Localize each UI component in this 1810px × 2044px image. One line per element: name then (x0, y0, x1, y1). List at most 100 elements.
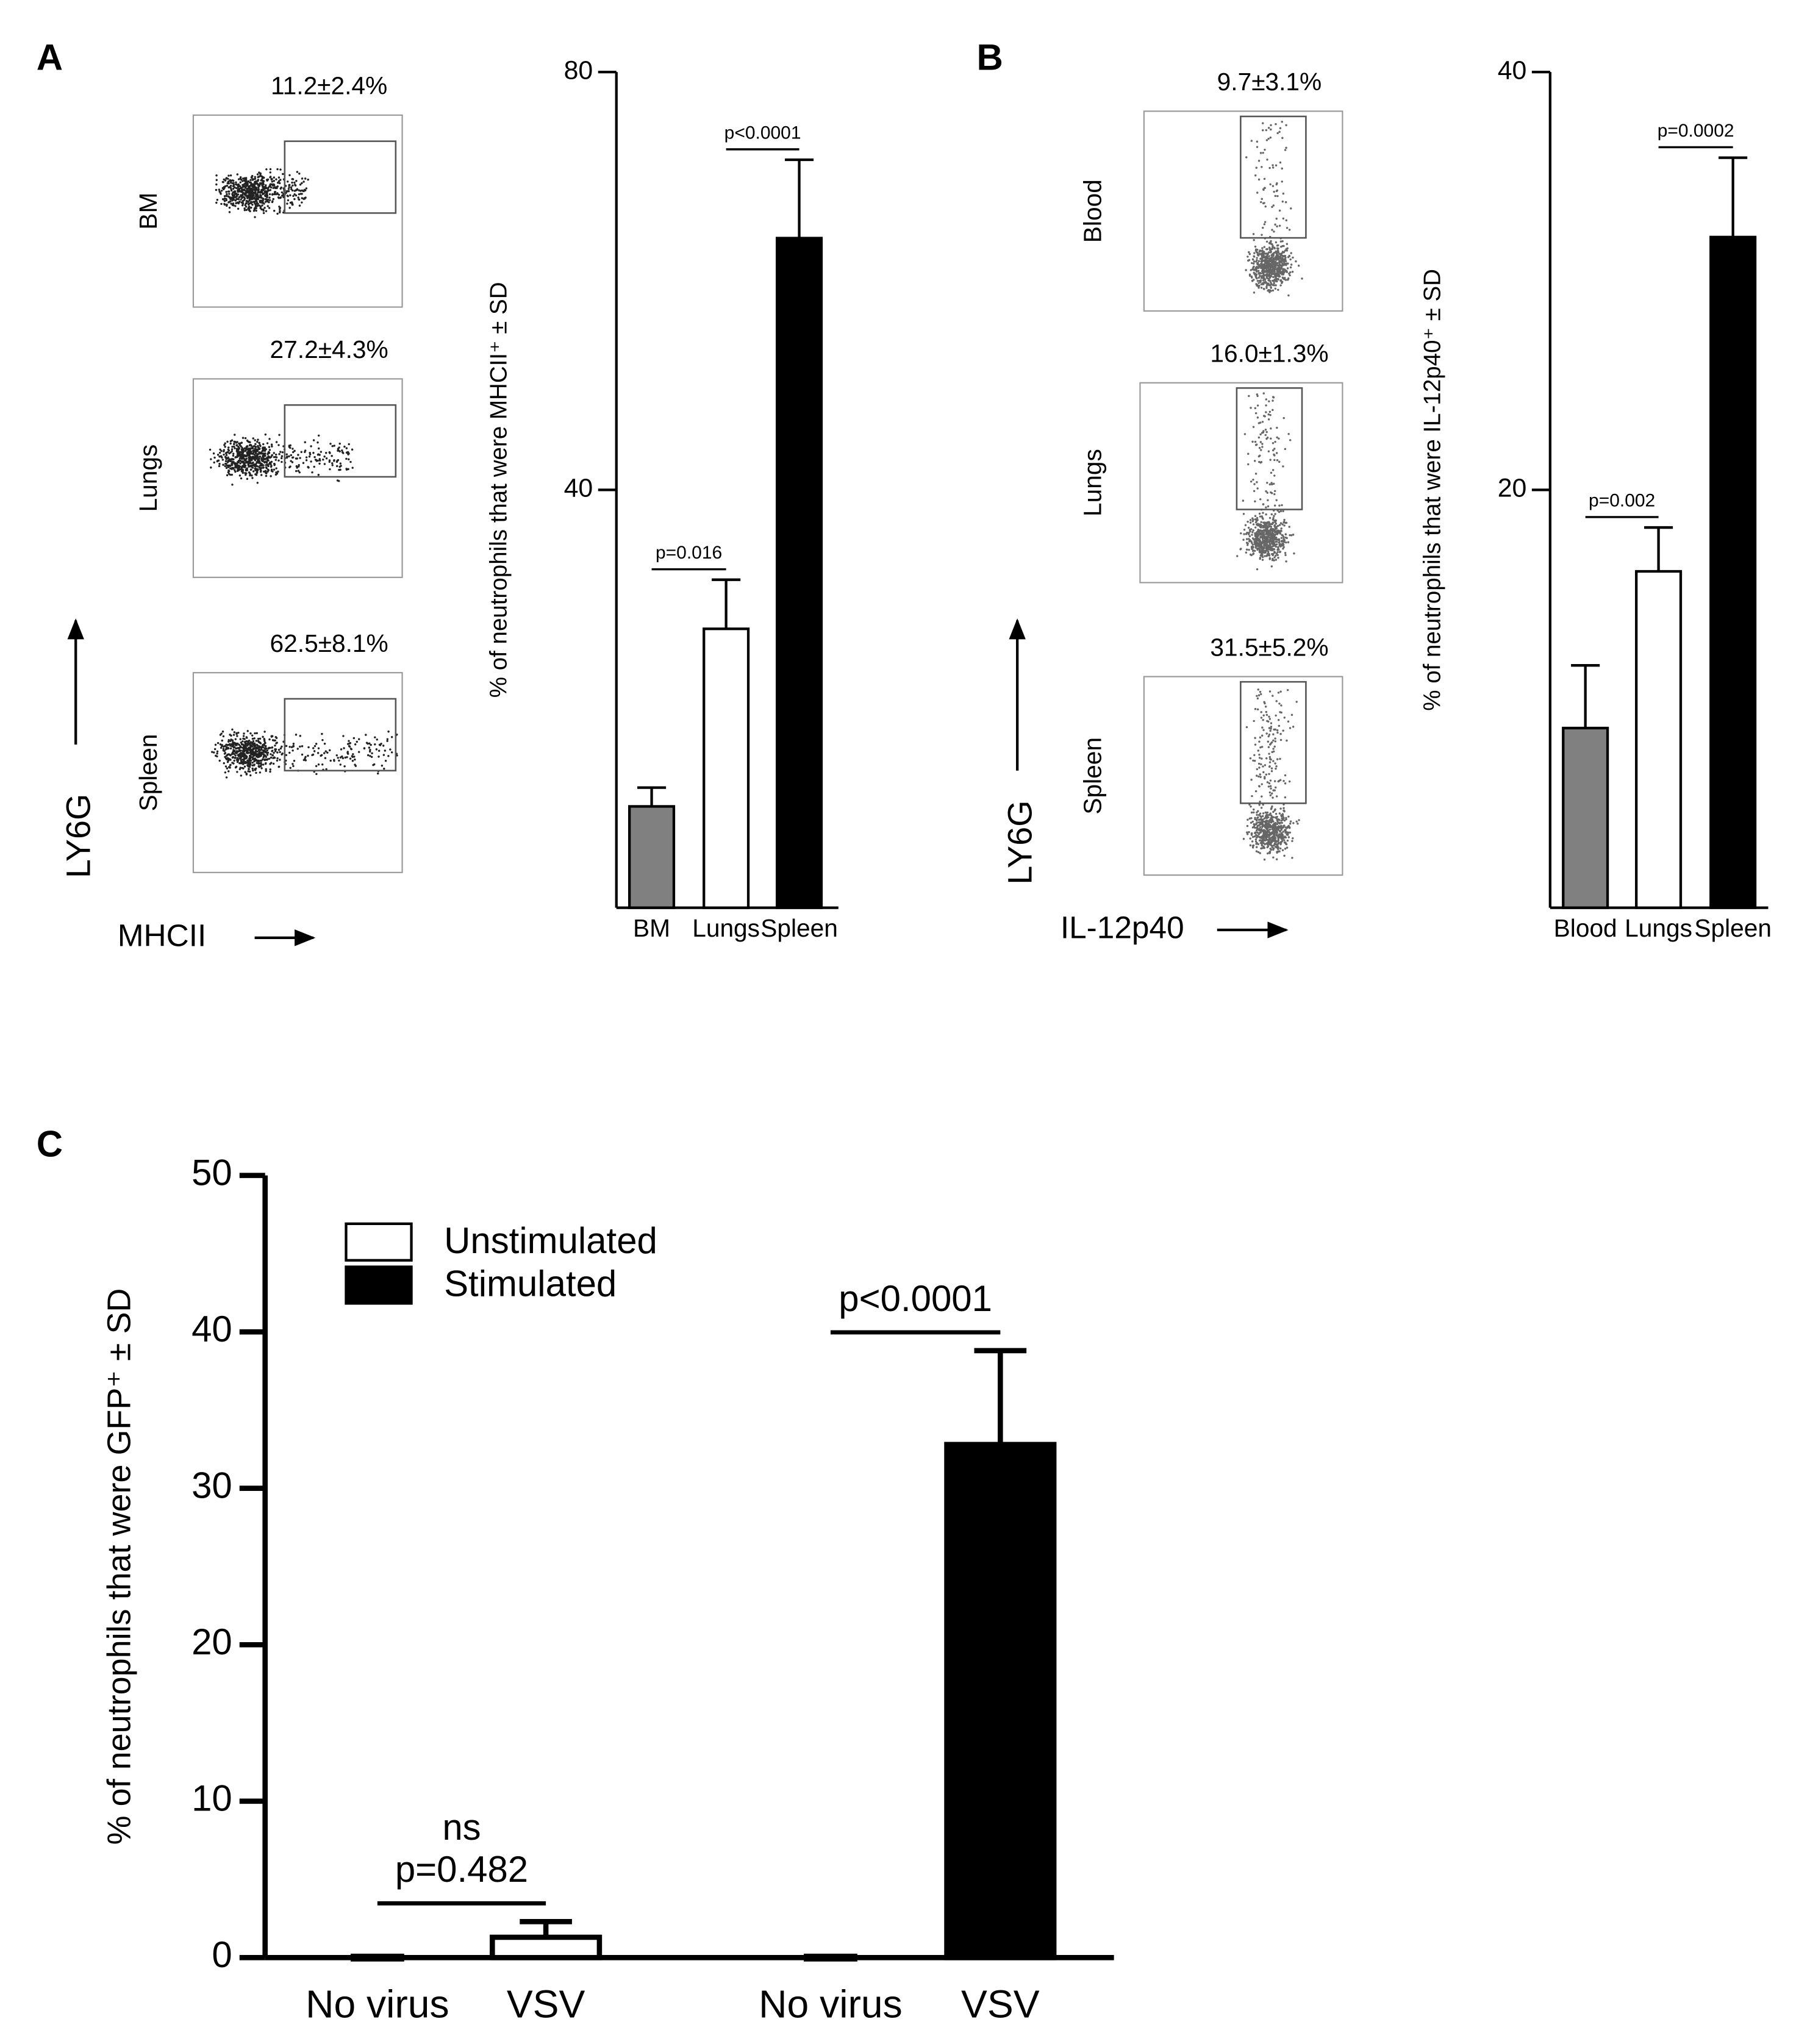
event-dot (262, 749, 265, 752)
event-dot (1268, 284, 1270, 287)
event-dot (240, 743, 243, 746)
event-dot (1270, 513, 1273, 516)
event-dot (1270, 727, 1272, 730)
event-dot (231, 463, 233, 465)
event-dot (1270, 787, 1272, 790)
event-dot (1289, 831, 1292, 834)
event-dot (248, 762, 250, 765)
event-dot (268, 199, 271, 201)
event-dot (301, 201, 303, 204)
event-dot (1259, 821, 1261, 824)
event-dot (1259, 746, 1262, 749)
event-dot (229, 764, 232, 766)
event-dot (1291, 857, 1293, 859)
event-dot (287, 180, 289, 183)
event-dot (244, 472, 246, 474)
event-dot (268, 449, 271, 451)
event-dot (253, 737, 256, 740)
event-dot (1272, 449, 1275, 452)
event-dot (229, 179, 232, 182)
event-dot (1266, 720, 1268, 723)
event-dot (1254, 838, 1257, 841)
event-dot (232, 749, 235, 751)
gate (284, 698, 397, 772)
event-dot (269, 168, 272, 171)
event-dot (230, 189, 233, 192)
event-dot (1276, 268, 1279, 271)
event-dot (223, 199, 226, 202)
event-dot (1275, 700, 1278, 702)
event-dot (1270, 848, 1273, 851)
event-dot (370, 743, 372, 746)
event-dot (215, 183, 218, 186)
event-dot (1280, 530, 1282, 532)
event-dot (264, 470, 267, 473)
event-dot (1269, 136, 1272, 139)
event-dot (1278, 724, 1281, 727)
event-dot (276, 168, 279, 171)
event-dot (249, 210, 251, 213)
event-dot (352, 737, 356, 740)
event-dot (263, 750, 266, 752)
event-dot (310, 445, 312, 448)
event-dot (227, 471, 230, 474)
event-dot (1284, 201, 1287, 204)
event-dot (244, 204, 246, 207)
event-dot (270, 186, 273, 189)
event-dot (1262, 129, 1264, 132)
event-dot (1264, 776, 1266, 778)
event-dot (1273, 504, 1276, 507)
event-dot (223, 198, 225, 201)
event-dot (301, 177, 304, 180)
event-dot (242, 735, 245, 737)
event-dot (263, 741, 266, 744)
event-dot (343, 747, 345, 749)
event-dot (1260, 842, 1263, 845)
event-dot (1269, 743, 1272, 746)
event-dot (1265, 732, 1268, 735)
event-dot (1271, 205, 1273, 209)
event-dot (243, 748, 245, 751)
event-dot (1286, 839, 1289, 842)
legend-swatch (345, 1222, 413, 1262)
x-tick-label: Lungs (692, 914, 760, 942)
event-dot (259, 173, 262, 175)
event-dot (254, 743, 256, 746)
event-dot (234, 766, 237, 769)
event-dot (245, 760, 247, 763)
event-dot (1265, 139, 1268, 141)
event-dot (228, 206, 231, 209)
event-dot (252, 210, 256, 212)
event-dot (287, 188, 290, 190)
event-dot (262, 184, 264, 186)
event-dot (295, 470, 298, 473)
event-dot (1278, 531, 1280, 534)
event-dot (1268, 718, 1272, 720)
event-dot (343, 445, 346, 448)
event-dot (256, 732, 258, 735)
y-axis-label: % of neutrophils that were IL-12p40⁺ ± S… (1419, 269, 1445, 711)
event-dot (1259, 272, 1262, 275)
event-dot (302, 190, 304, 193)
event-dot (1270, 264, 1273, 267)
event-dot (239, 766, 241, 769)
event-dot (248, 770, 251, 773)
event-dot (262, 758, 264, 760)
event-dot (1276, 245, 1279, 247)
event-dot (301, 197, 304, 199)
event-dot (230, 202, 232, 205)
event-dot (1279, 757, 1281, 760)
event-dot (224, 179, 227, 182)
legend-label: Unstimulated (444, 1220, 657, 1261)
event-dot (227, 195, 230, 198)
event-dot (1255, 269, 1257, 271)
event-dot (220, 449, 223, 452)
event-dot (1251, 262, 1253, 265)
event-dot (1262, 765, 1264, 768)
event-dot (1273, 490, 1276, 493)
event-dot (1282, 521, 1285, 524)
event-dot (288, 746, 291, 748)
event-dot (1248, 529, 1251, 531)
event-dot (257, 445, 259, 448)
event-dot (1267, 290, 1269, 292)
